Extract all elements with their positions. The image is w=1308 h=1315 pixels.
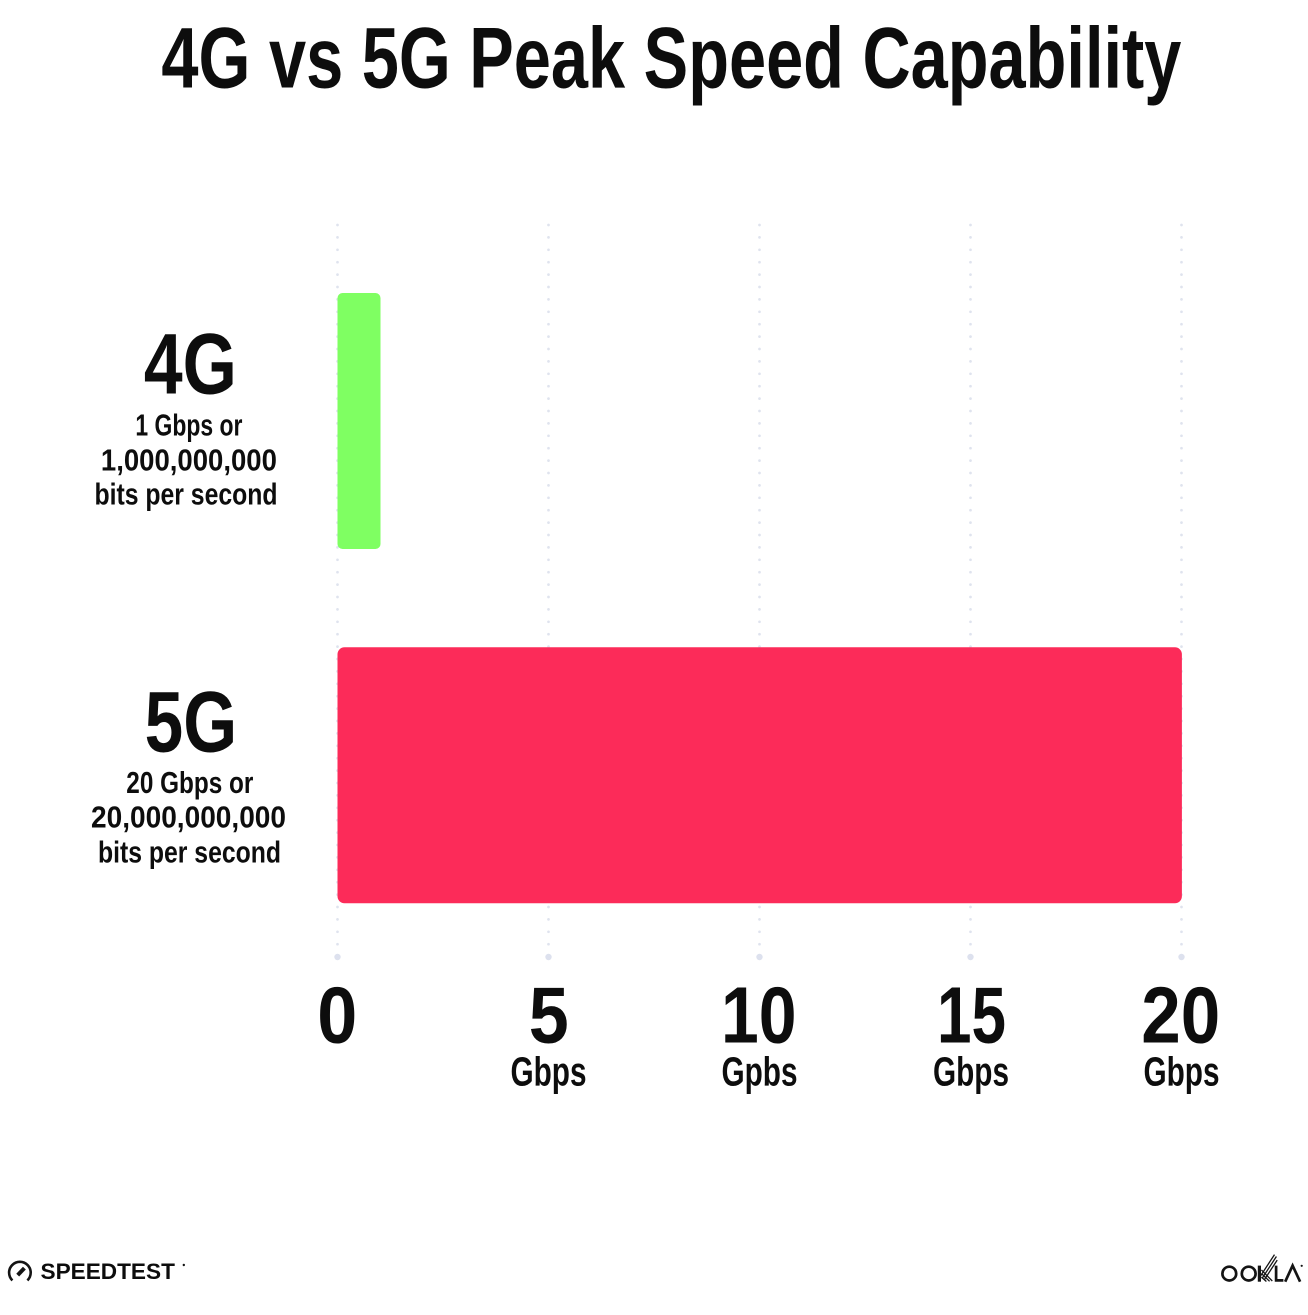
- svg-text:bits per second: bits per second: [95, 477, 278, 511]
- svg-text:15: 15: [937, 971, 1006, 1060]
- svg-text:1 Gbps or: 1 Gbps or: [135, 408, 242, 442]
- svg-text:20 Gbps or: 20 Gbps or: [126, 766, 253, 800]
- svg-text:1,000,000,000: 1,000,000,000: [101, 444, 277, 478]
- svg-text:Gbps: Gbps: [1144, 1049, 1220, 1095]
- svg-text:Gbps: Gbps: [511, 1049, 587, 1095]
- svg-text:20: 20: [1141, 971, 1220, 1060]
- svg-text:bits per second: bits per second: [98, 836, 281, 870]
- svg-text:0: 0: [317, 971, 357, 1060]
- svg-text:4G vs 5G Peak Speed Capability: 4G vs 5G Peak Speed Capability: [161, 11, 1181, 107]
- svg-text:Gpbs: Gpbs: [722, 1049, 798, 1095]
- svg-text:5: 5: [529, 971, 569, 1060]
- svg-text:Gbps: Gbps: [933, 1049, 1009, 1095]
- svg-text:4G: 4G: [144, 316, 237, 412]
- svg-text:10: 10: [721, 971, 797, 1060]
- svg-text:20,000,000,000: 20,000,000,000: [91, 800, 286, 834]
- svg-text:5G: 5G: [145, 675, 238, 771]
- svg-text:SPEEDTEST: SPEEDTEST: [41, 1259, 176, 1284]
